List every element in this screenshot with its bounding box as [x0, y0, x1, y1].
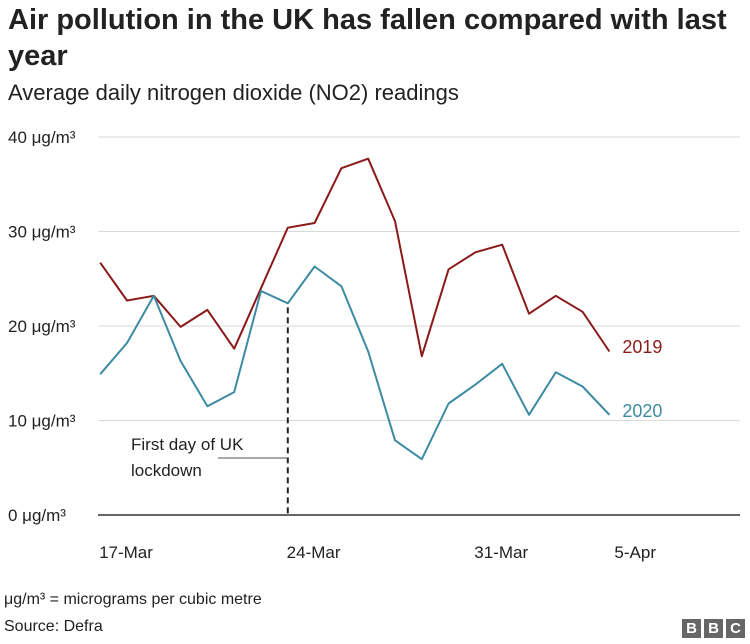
y-tick-label: 0 μg/m³ — [8, 506, 66, 525]
y-tick-label: 10 μg/m³ — [8, 412, 76, 431]
x-tick-label: 5-Apr — [614, 543, 656, 562]
x-tick-label: 17-Mar — [99, 543, 153, 562]
series-line-2020 — [99, 265, 611, 461]
x-tick-label: 31-Mar — [474, 543, 528, 562]
annotation-text: lockdown — [131, 461, 202, 480]
series-label-2020: 2020 — [622, 401, 662, 421]
bbc-logo-letter: B — [704, 619, 723, 638]
annotation-text: First day of UK — [131, 435, 244, 454]
bbc-logo-letter: C — [726, 619, 745, 638]
bbc-logo-letter: B — [682, 619, 701, 638]
chart-subtitle: Average daily nitrogen dioxide (NO2) rea… — [8, 80, 459, 105]
y-axis-labels: 0 μg/m³ 10 μg/m³ 20 μg/m³ 30 μg/m³ 40 μg/m³ — [8, 128, 76, 525]
grid-lines — [98, 136, 740, 516]
chart-title: Air pollution in the UK has fallen compa… — [8, 4, 727, 72]
y-tick-label: 40 μg/m³ — [8, 128, 76, 147]
lockdown-annotation: First day of UK lockdown — [131, 307, 289, 515]
x-axis-labels: 17-Mar 24-Mar 31-Mar 5-Apr — [99, 543, 656, 562]
y-tick-label: 20 μg/m³ — [8, 317, 76, 336]
series-labels: 2019 2020 — [622, 337, 662, 421]
source-note: Source: Defra — [4, 618, 103, 635]
series-label-2019: 2019 — [622, 337, 662, 357]
series-lines — [99, 157, 611, 461]
y-tick-label: 30 μg/m³ — [8, 223, 76, 242]
units-footnote: μg/m³ = micrograms per cubic metre — [4, 591, 262, 608]
x-tick-label: 24-Mar — [287, 543, 341, 562]
bbc-logo: B B C — [682, 619, 745, 638]
series-line-2019 — [99, 157, 611, 358]
